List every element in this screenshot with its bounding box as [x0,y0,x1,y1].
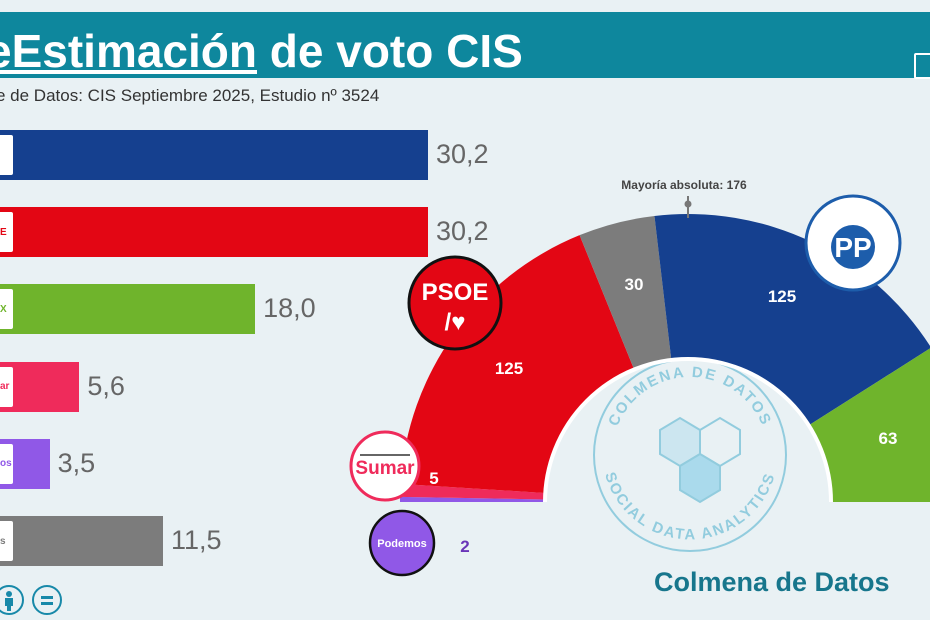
brand-name: Colmena de Datos [654,567,890,597]
sumar-logo: Sumar [349,430,421,502]
seat-segment-podemos [400,496,547,502]
seat-segment-pp [654,214,930,426]
psoe-logo: PSOE /♥ [407,255,503,351]
psoe-logo-sub: /♥ [445,309,466,336]
bar-vox [0,284,256,335]
seat-label-sumar: 5 [429,469,438,488]
pp-logo-text: PP [834,232,871,263]
equals-icon [32,585,62,615]
bar-otros [0,516,163,566]
bar-logo-otros: s [0,519,15,563]
document-icon [914,53,930,79]
seat-label-psoe: 125 [495,359,523,378]
seat-label-podemos: 2 [460,537,469,556]
pp-logo: PP [804,194,902,292]
seat-label-pp: 125 [768,287,796,306]
hemicycle-inner-edge [543,357,833,503]
bar-logo-pp [0,133,15,177]
bar-logo-vox: X [0,287,15,332]
hemicycle [400,214,930,503]
page-title: eEstimación de voto CIS [0,26,523,77]
seat-label-vox: 63 [879,429,898,448]
bar-value-vox: 18,0 [263,293,316,324]
psoe-logo-text: PSOE [422,279,489,306]
seat-segment-vox [807,348,930,502]
seat-segment-sumar [400,483,547,500]
bar-value-otros: 11,5 [170,525,222,555]
podemos-logo-text: Podemos [377,538,427,550]
source-note: e de Datos: CIS Septiembre 2025, Estudio… [0,86,380,105]
seat-segment-otros [579,215,672,371]
bar-logo-psoe: E [0,210,15,255]
bar-logo-sumar: ar [0,364,15,409]
title-bar: eEstimación de voto CIS [0,12,930,79]
bar-value-pp: 30,2 [436,139,489,169]
bar-pp [0,130,428,180]
title-estimacion: eEstimación [0,25,257,77]
seat-label-otros: 30 [625,275,644,294]
bar-value-podemos: 3,5 [57,447,96,478]
watermark-logo: COLMENA DE DATOS SOCIAL DATA ANALYTICS [593,358,787,552]
title-rest: de voto CIS [257,25,523,77]
bar-value-sumar: 5,6 [87,370,125,401]
bar-value-psoe: 30,2 [436,216,489,247]
person-icon [0,585,24,615]
bar-logo-podemos: os [0,441,15,486]
seat-segment-psoe [400,235,635,494]
majority-marker: Mayoría absoluta: 176 [621,178,747,218]
seat-labels: 2 5 125 30 125 63 [429,275,897,556]
podemos-logo: Podemos [368,509,436,577]
majority-annotation: Mayoría absoluta: 176 [621,178,747,192]
bar-psoe [0,207,428,258]
sumar-logo-text: Sumar [355,458,415,479]
